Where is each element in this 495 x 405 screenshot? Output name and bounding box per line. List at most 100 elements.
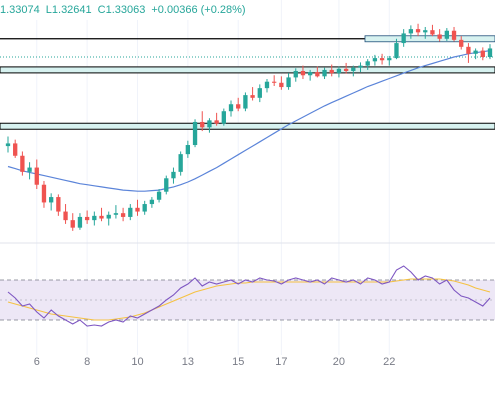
candle-body xyxy=(451,30,457,40)
candle[interactable] xyxy=(128,204,133,221)
candle[interactable] xyxy=(156,189,162,203)
candle[interactable] xyxy=(135,199,140,216)
candle[interactable] xyxy=(99,207,104,222)
candle[interactable] xyxy=(343,62,349,74)
candle[interactable] xyxy=(473,48,478,60)
candle[interactable] xyxy=(41,180,47,208)
candle[interactable] xyxy=(264,79,270,93)
candle[interactable] xyxy=(408,25,414,39)
candle[interactable] xyxy=(401,29,406,47)
candle[interactable] xyxy=(358,62,363,73)
candle-body xyxy=(34,167,39,185)
candle-body xyxy=(13,143,18,156)
candle[interactable] xyxy=(336,66,342,78)
candle[interactable] xyxy=(387,55,392,66)
candle[interactable] xyxy=(430,24,435,37)
candle[interactable] xyxy=(423,26,428,39)
candle[interactable] xyxy=(84,210,90,224)
candle[interactable] xyxy=(322,67,327,80)
candle[interactable] xyxy=(221,108,226,126)
candle-body xyxy=(5,143,11,147)
candle[interactable] xyxy=(34,159,39,190)
candle[interactable] xyxy=(178,151,183,176)
candle[interactable] xyxy=(437,29,442,42)
candle[interactable] xyxy=(300,65,306,80)
candle[interactable] xyxy=(351,65,356,77)
candle-body xyxy=(214,120,219,124)
candle[interactable] xyxy=(200,111,205,132)
candle[interactable] xyxy=(250,87,255,101)
candle[interactable] xyxy=(487,44,493,60)
candle[interactable] xyxy=(415,23,421,37)
support-zone[interactable] xyxy=(0,122,495,130)
time-axis-label: 6 xyxy=(34,356,40,368)
rsi-pane[interactable] xyxy=(0,265,495,327)
candle[interactable] xyxy=(106,211,111,226)
candle[interactable] xyxy=(236,97,241,112)
candle[interactable] xyxy=(243,92,248,112)
candle[interactable] xyxy=(56,194,61,216)
candle[interactable] xyxy=(480,47,485,61)
ohlc-high: 1.33074 xyxy=(0,4,40,16)
candle[interactable] xyxy=(63,204,68,224)
time-axis-label: 13 xyxy=(182,356,194,368)
candle-body xyxy=(272,81,277,83)
candle[interactable] xyxy=(92,211,97,226)
candle[interactable] xyxy=(207,118,212,133)
candle[interactable] xyxy=(365,59,370,70)
candle[interactable] xyxy=(329,64,334,77)
candle[interactable] xyxy=(459,36,464,50)
candle-body xyxy=(164,178,169,192)
candle[interactable] xyxy=(257,84,262,103)
candle[interactable] xyxy=(286,73,291,90)
candle[interactable] xyxy=(5,136,11,153)
candle[interactable] xyxy=(379,53,385,65)
ohlc-legend: 1.33074 L1.32641 C1.33063 +0.00366 (+0.2… xyxy=(0,0,246,20)
candle[interactable] xyxy=(27,162,32,180)
candle[interactable] xyxy=(164,175,169,195)
candle-body xyxy=(379,58,385,61)
candles-layer[interactable] xyxy=(5,23,493,231)
candle-body xyxy=(221,111,226,124)
candle[interactable] xyxy=(394,38,399,60)
candle[interactable] xyxy=(444,28,449,41)
candle[interactable] xyxy=(120,207,126,222)
candle[interactable] xyxy=(13,139,18,158)
candle[interactable] xyxy=(142,200,147,215)
candle-body xyxy=(351,67,356,71)
candle[interactable] xyxy=(113,205,119,219)
horizontal-levels[interactable] xyxy=(0,35,495,130)
support-zone[interactable] xyxy=(0,66,495,74)
candle[interactable] xyxy=(307,69,313,81)
rsi-line xyxy=(7,265,491,327)
time-axis[interactable]: 6 8 10 13 15 17 20 22 xyxy=(34,356,396,368)
resistance-zone[interactable] xyxy=(364,35,495,43)
candle[interactable] xyxy=(149,197,155,208)
candle[interactable] xyxy=(70,213,75,231)
candle-body xyxy=(120,213,126,217)
candle[interactable] xyxy=(279,76,284,90)
candle[interactable] xyxy=(214,112,219,126)
ohlc-close-value: 1.33063 xyxy=(105,4,146,16)
candle[interactable] xyxy=(228,100,234,117)
candle[interactable] xyxy=(192,119,198,148)
candle[interactable] xyxy=(185,140,191,158)
candle[interactable] xyxy=(315,66,320,78)
candle[interactable] xyxy=(20,151,25,176)
candle-body xyxy=(236,104,241,109)
candle[interactable] xyxy=(77,213,83,230)
candle-body xyxy=(84,216,90,221)
candle[interactable] xyxy=(49,193,54,211)
grid-layer xyxy=(36,0,390,355)
candle-body xyxy=(200,121,205,128)
candle[interactable] xyxy=(293,68,298,82)
candle[interactable] xyxy=(171,167,176,184)
candle[interactable] xyxy=(272,75,277,86)
candle[interactable] xyxy=(451,26,457,42)
candle[interactable] xyxy=(372,54,378,66)
candle-body xyxy=(430,30,435,35)
time-axis-label: 10 xyxy=(131,356,143,368)
candle[interactable] xyxy=(466,43,471,63)
